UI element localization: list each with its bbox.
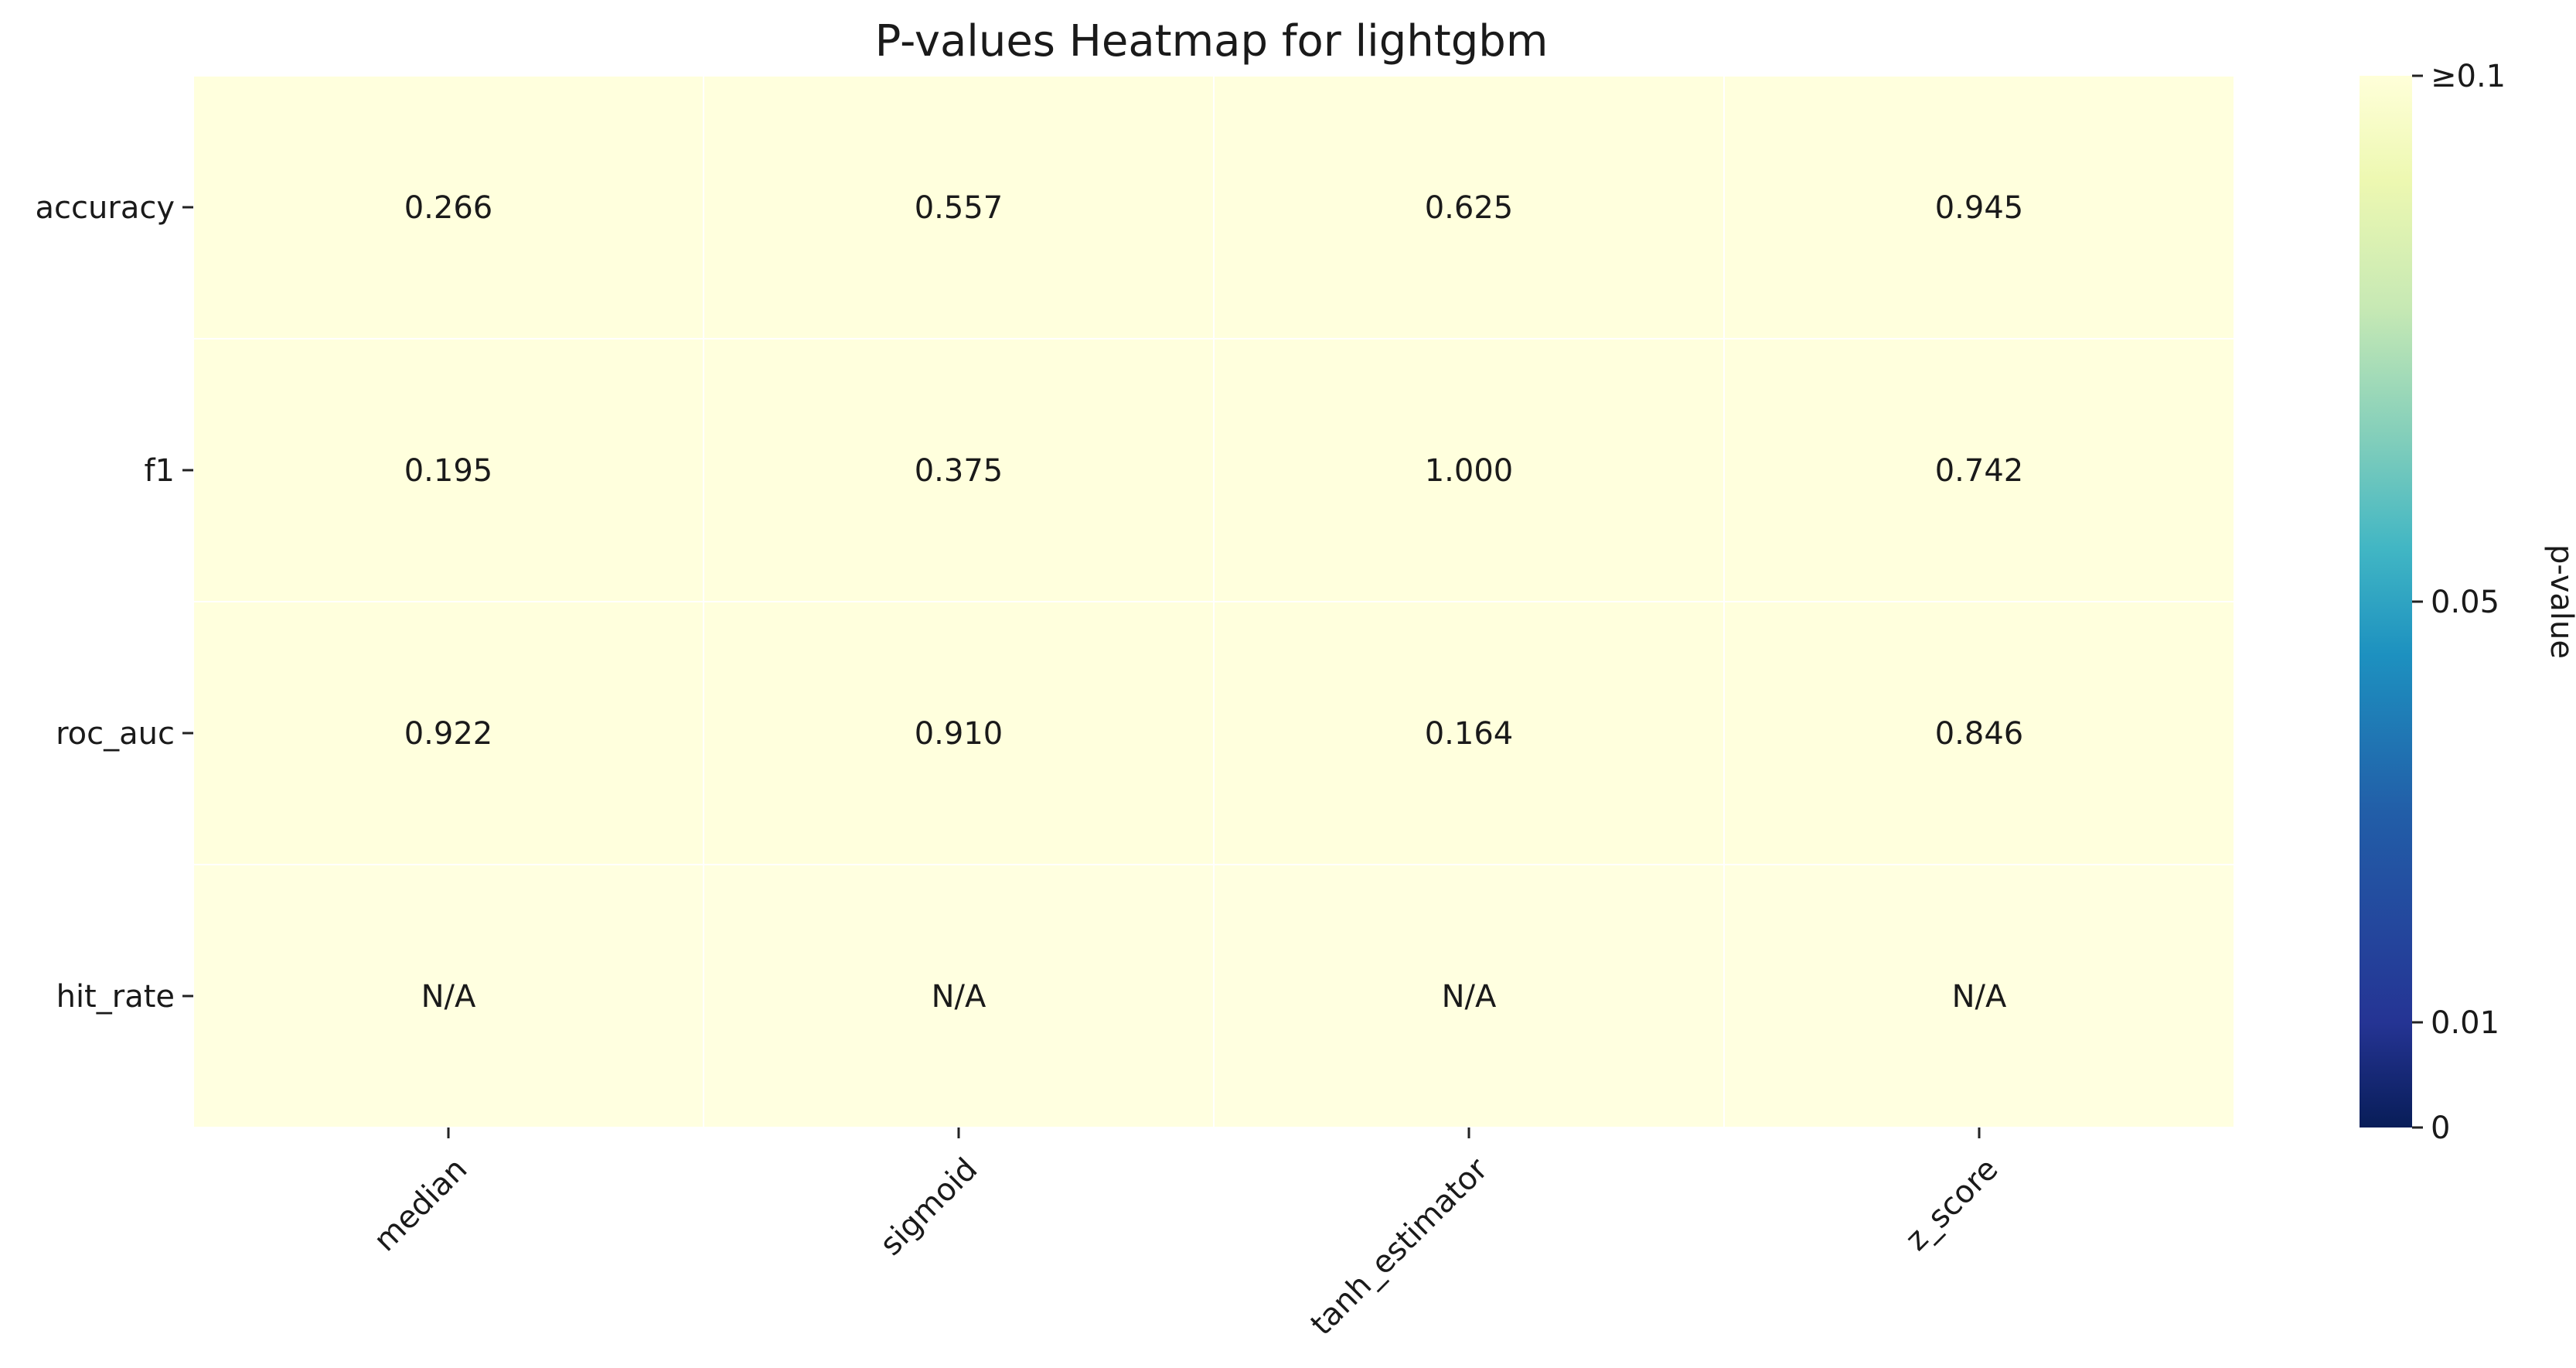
chart-title: P-values Heatmap for lightgbm [875, 16, 1549, 67]
column-tick-label: sigmoid [874, 1151, 985, 1263]
cell-value-label: N/A [1952, 979, 2007, 1015]
cell-value-label: 0.922 [404, 716, 493, 752]
colorbar-tick-label: 0.01 [2431, 1005, 2499, 1041]
heatmap-cell [1723, 864, 2235, 1128]
heatmap-cell [1723, 601, 2235, 865]
heatmap-cells: 0.266 0.557 0.625 0.945 0.195 0.375 1.000 0.742… [193, 75, 2235, 1128]
heatmap-cell [193, 75, 704, 339]
cell-value-label: N/A [421, 979, 476, 1015]
heatmap-cell [703, 864, 1215, 1128]
colorbar-tick-label: ≥0.1 [2431, 59, 2506, 94]
cell-value-label: 0.910 [915, 716, 1003, 752]
colorbar: 0 0.01 0.05 ≥0.1 p-value [2360, 59, 2576, 1146]
heatmap-cell [1723, 75, 2235, 339]
column-tick-label: median [367, 1151, 475, 1259]
cell-value-label: 0.945 [1935, 190, 2024, 226]
column-tick-labels: median sigmoid tanh_estimator z_score [367, 1127, 2005, 1342]
cell-value-label: 0.195 [404, 453, 493, 489]
cell-value-label: 0.266 [404, 190, 493, 226]
heatmap-cell [703, 75, 1215, 339]
row-tick-label: accuracy [36, 190, 175, 226]
colorbar-tick-label: 0 [2431, 1110, 2450, 1146]
cell-value-label: 0.164 [1425, 716, 1514, 752]
cell-value-label: N/A [1442, 979, 1497, 1015]
heatmap-cell [1213, 338, 1725, 602]
colorbar-label: p-value [2544, 544, 2576, 659]
cell-value-label: 1.000 [1425, 453, 1514, 489]
column-tick-label: tanh_estimator [1303, 1151, 1494, 1342]
heatmap-cell [193, 338, 704, 602]
cell-value-label: N/A [932, 979, 986, 1015]
heatmap-cell [703, 601, 1215, 865]
cell-value-label: 0.375 [915, 453, 1003, 489]
heatmap-cell [1213, 75, 1725, 339]
cell-value-label: 0.846 [1935, 716, 2024, 752]
colorbar-tick-label: 0.05 [2431, 585, 2499, 620]
heatmap-cell [1723, 338, 2235, 602]
cell-value-label: 0.557 [915, 190, 1003, 226]
heatmap-cell [1213, 864, 1725, 1128]
cell-value-label: 0.625 [1425, 190, 1514, 226]
row-tick-label: hit_rate [56, 979, 175, 1015]
row-tick-label: f1 [144, 453, 175, 489]
heatmap-cell [703, 338, 1215, 602]
cell-value-label: 0.742 [1935, 453, 2024, 489]
colorbar-ticks: 0 0.01 0.05 ≥0.1 [2412, 59, 2506, 1146]
column-tick-label: z_score [1899, 1151, 2005, 1258]
colorbar-scale [2360, 76, 2412, 1127]
row-tick-labels: accuracy f1 roc_auc hit_rate [36, 190, 193, 1015]
row-tick-label: roc_auc [56, 716, 175, 752]
heatmap-cell [193, 864, 704, 1128]
